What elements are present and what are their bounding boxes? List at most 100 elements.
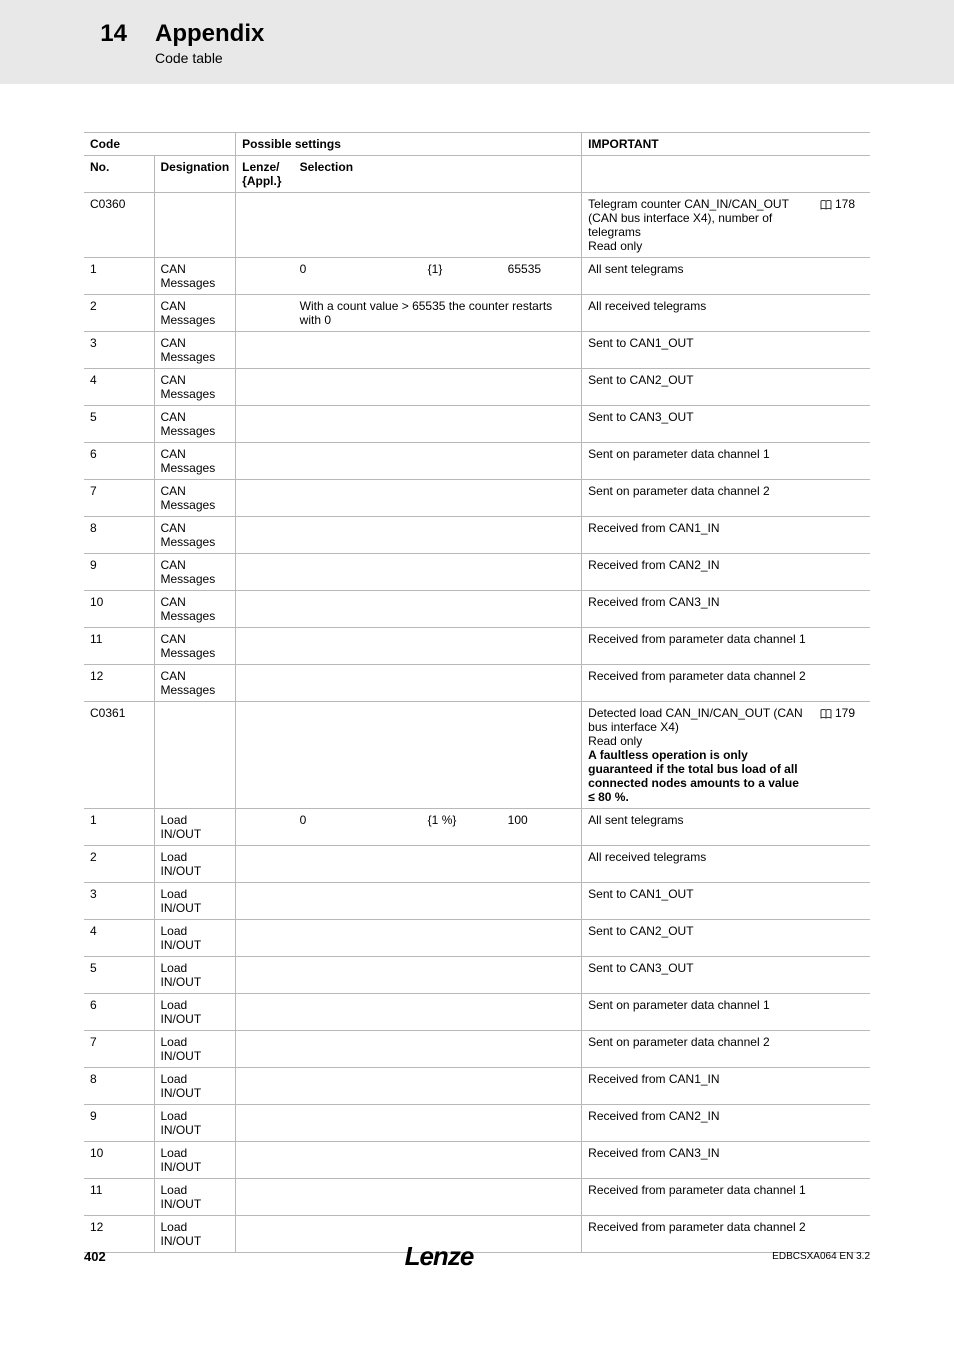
row-designation: CAN Messages	[154, 369, 236, 406]
row-important: Received from CAN2_IN	[582, 1105, 814, 1142]
code-header-row: C0360 Telegram counter CAN_IN/CAN_OUT (C…	[84, 193, 870, 258]
table-row: 1Load IN/OUT0{1 %}100All sent telegrams	[84, 809, 870, 846]
row-lenze	[236, 883, 294, 920]
book-icon	[820, 200, 832, 210]
col-lenze: Lenze/ {Appl.}	[236, 156, 294, 193]
sel-min: 0	[294, 258, 422, 295]
row-number: 11	[84, 1179, 154, 1216]
row-important: Sent to CAN1_OUT	[582, 332, 814, 369]
row-important: All received telegrams	[582, 846, 814, 883]
row-number: 3	[84, 883, 154, 920]
row-lenze	[236, 957, 294, 994]
page-ref: 178	[814, 193, 870, 258]
row-designation: CAN Messages	[154, 258, 236, 295]
row-designation: Load IN/OUT	[154, 809, 236, 846]
row-important: All sent telegrams	[582, 809, 814, 846]
row-lenze	[236, 517, 294, 554]
row-number: 10	[84, 591, 154, 628]
table-row: 3Load IN/OUTSent to CAN1_OUT	[84, 883, 870, 920]
code-header-row: C0361 Detected load CAN_IN/CAN_OUT (CAN …	[84, 702, 870, 809]
row-important: Received from parameter data channel 1	[582, 1179, 814, 1216]
col-important: IMPORTANT	[582, 133, 870, 156]
row-number: 10	[84, 1142, 154, 1179]
row-lenze	[236, 1105, 294, 1142]
row-designation: Load IN/OUT	[154, 994, 236, 1031]
row-designation: CAN Messages	[154, 332, 236, 369]
table-row: 3CAN Messages Sent to CAN1_OUT	[84, 332, 870, 369]
row-lenze	[236, 443, 294, 480]
table-row: 5Load IN/OUTSent to CAN3_OUT	[84, 957, 870, 994]
table-row: 4CAN Messages Sent to CAN2_OUT	[84, 369, 870, 406]
row-number: 6	[84, 994, 154, 1031]
table-row: 6CAN MessagesSent on parameter data chan…	[84, 443, 870, 480]
row-designation: Load IN/OUT	[154, 883, 236, 920]
row-lenze	[236, 480, 294, 517]
table-row: 5CAN MessagesSent to CAN3_OUT	[84, 406, 870, 443]
row-important: Sent to CAN2_OUT	[582, 920, 814, 957]
row-important: Sent to CAN3_OUT	[582, 406, 814, 443]
row-number: 3	[84, 332, 154, 369]
row-important: Received from CAN3_IN	[582, 1142, 814, 1179]
document-id: EDBCSXA064 EN 3.2	[772, 1251, 870, 1262]
row-important: Received from CAN2_IN	[582, 554, 814, 591]
row-lenze	[236, 628, 294, 665]
col-code: Code	[84, 133, 236, 156]
code-table: Code Possible settings IMPORTANT No. Des…	[84, 132, 870, 1253]
row-important: All received telegrams	[582, 295, 814, 332]
row-number: 4	[84, 920, 154, 957]
table-row: 2CAN MessagesWith a count value > 65535 …	[84, 295, 870, 332]
row-number: 5	[84, 957, 154, 994]
table-row: 10Load IN/OUT Received from CAN3_IN	[84, 1142, 870, 1179]
important-text: Detected load CAN_IN/CAN_OUT (CAN bus in…	[582, 702, 814, 809]
row-lenze	[236, 591, 294, 628]
row-number: 11	[84, 628, 154, 665]
important-text: Telegram counter CAN_IN/CAN_OUT (CAN bus…	[582, 193, 814, 258]
sel-unit: {1}	[422, 258, 502, 295]
table-body: C0360 Telegram counter CAN_IN/CAN_OUT (C…	[84, 193, 870, 258]
row-designation: CAN Messages	[154, 480, 236, 517]
col-designation: Designation	[154, 156, 236, 193]
row-number: 5	[84, 406, 154, 443]
row-number: 9	[84, 554, 154, 591]
row-lenze	[236, 1179, 294, 1216]
row-designation: Load IN/OUT	[154, 1105, 236, 1142]
table-row: 6Load IN/OUTSent on parameter data chann…	[84, 994, 870, 1031]
page-footer: 402 Lenze EDBCSXA064 EN 3.2	[0, 1241, 954, 1272]
row-important: Received from parameter data channel 1	[582, 628, 814, 665]
table-row: 7CAN Messages Sent on parameter data chan…	[84, 480, 870, 517]
page-header: 14 Appendix Code table	[0, 0, 954, 84]
row-lenze	[236, 1142, 294, 1179]
table-row: 9CAN MessagesReceived from CAN2_IN	[84, 554, 870, 591]
page-number: 402	[84, 1249, 106, 1264]
brand-logo: Lenze	[405, 1241, 474, 1272]
sel-unit: {1 %}	[422, 809, 502, 846]
row-lenze	[236, 846, 294, 883]
row-number: 7	[84, 480, 154, 517]
row-important: All sent telegrams	[582, 258, 814, 295]
content-area: Code Possible settings IMPORTANT No. Des…	[0, 84, 954, 1253]
page-ref: 179	[814, 702, 870, 809]
table-head: Code Possible settings IMPORTANT No. Des…	[84, 133, 870, 193]
row-designation: CAN Messages	[154, 443, 236, 480]
table-row: 11Load IN/OUTReceived from parameter dat…	[84, 1179, 870, 1216]
row-lenze	[236, 809, 294, 846]
sel-note: With a count value > 65535 the counter r…	[294, 295, 582, 332]
row-designation: Load IN/OUT	[154, 1142, 236, 1179]
code-id: C0360	[84, 193, 154, 258]
row-important: Sent to CAN2_OUT	[582, 369, 814, 406]
c0361-rows: 1Load IN/OUT0{1 %}100All sent telegrams2…	[84, 809, 870, 1253]
row-number: 6	[84, 443, 154, 480]
row-number: 4	[84, 369, 154, 406]
row-important: Sent to CAN3_OUT	[582, 957, 814, 994]
row-designation: CAN Messages	[154, 591, 236, 628]
row-designation: Load IN/OUT	[154, 1068, 236, 1105]
row-lenze	[236, 665, 294, 702]
row-number: 9	[84, 1105, 154, 1142]
sel-min: 0	[294, 809, 422, 846]
c0360-rows: 1CAN Messages0{1}65535All sent telegrams…	[84, 258, 870, 702]
book-icon	[820, 709, 832, 719]
table-row: 4Load IN/OUTSent to CAN2_OUT	[84, 920, 870, 957]
row-designation: CAN Messages	[154, 665, 236, 702]
row-lenze	[236, 369, 294, 406]
row-important: Sent on parameter data channel 2	[582, 480, 814, 517]
